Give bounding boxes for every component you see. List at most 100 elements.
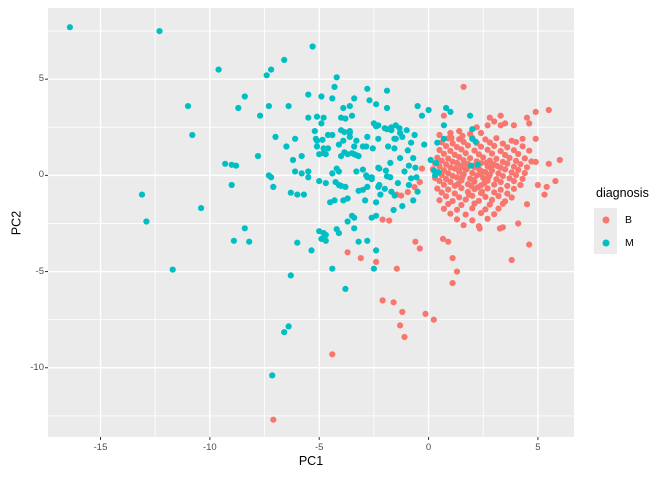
data-point-M — [351, 95, 358, 102]
data-point-M — [391, 145, 398, 152]
data-point-B — [480, 154, 487, 161]
data-point-M — [312, 135, 319, 142]
data-point-M — [257, 112, 264, 119]
data-point-B — [270, 416, 277, 423]
data-point-B — [510, 185, 517, 192]
data-point-B — [486, 139, 493, 146]
data-point-M — [351, 214, 358, 221]
data-point-B — [329, 351, 336, 358]
data-point-M — [228, 181, 235, 189]
data-point-B — [556, 156, 563, 164]
data-point-B — [453, 174, 461, 181]
data-point-B — [436, 131, 443, 139]
data-point-B — [499, 224, 506, 231]
data-point-B — [519, 175, 526, 182]
data-point-B — [491, 118, 498, 125]
data-point-M — [305, 168, 312, 175]
data-point-M — [341, 129, 348, 136]
x-tick-label: -5 — [314, 442, 324, 453]
data-point-M — [375, 135, 382, 142]
data-point-M — [329, 95, 336, 102]
legend-item-M: M — [594, 231, 649, 254]
data-point-B — [461, 160, 468, 167]
data-point-M — [329, 170, 336, 177]
data-point-M — [66, 24, 73, 31]
data-point-B — [443, 143, 450, 150]
data-point-M — [335, 141, 342, 148]
data-point-B — [517, 181, 524, 189]
data-point-B — [430, 316, 437, 323]
data-point-B — [515, 150, 522, 158]
data-point-M — [305, 91, 312, 98]
data-point-M — [283, 143, 290, 150]
y-tick-label: -10 — [30, 361, 44, 373]
data-point-M — [368, 174, 375, 181]
data-point-M — [332, 179, 339, 186]
data-point-M — [364, 183, 371, 190]
data-point-M — [390, 206, 397, 214]
data-point-B — [534, 181, 542, 189]
data-point-B — [519, 135, 526, 142]
data-point-M — [433, 159, 440, 166]
data-point-M — [377, 191, 384, 198]
data-point-B — [526, 241, 533, 248]
data-point-B — [451, 190, 458, 197]
data-point-M — [403, 127, 410, 134]
data-point-B — [506, 175, 513, 182]
data-point-B — [482, 136, 489, 143]
data-point-M — [408, 175, 415, 182]
data-point-B — [515, 166, 522, 174]
x-axis-title: PC1 — [298, 454, 324, 468]
data-point-B — [468, 182, 475, 189]
data-point-B — [445, 186, 452, 193]
data-point-M — [305, 114, 312, 121]
data-point-M — [287, 272, 294, 279]
data-point-B — [462, 196, 469, 203]
data-point-B — [465, 191, 473, 198]
data-point-B — [373, 258, 380, 265]
data-point-M — [411, 131, 418, 139]
data-point-B — [499, 140, 506, 147]
data-point-B — [440, 112, 447, 119]
data-point-B — [438, 157, 445, 164]
data-point-M — [364, 237, 371, 244]
data-point-B — [541, 191, 548, 198]
data-point-M — [298, 153, 305, 160]
data-point-B — [521, 170, 528, 177]
data-point-M — [382, 167, 389, 174]
data-point-B — [499, 173, 506, 180]
data-point-M — [364, 133, 371, 140]
data-point-M — [320, 150, 327, 157]
data-point-B — [434, 185, 441, 192]
data-point-M — [353, 137, 360, 144]
data-point-B — [449, 198, 456, 205]
data-point-M — [353, 152, 360, 159]
data-point-B — [443, 161, 450, 168]
x-tick-label: -15 — [93, 442, 108, 453]
data-point-B — [545, 160, 552, 167]
data-point-M — [434, 139, 441, 146]
data-point-B — [497, 148, 504, 155]
data-point-M — [362, 197, 369, 204]
data-point-M — [413, 174, 420, 181]
data-point-B — [399, 308, 406, 316]
data-point-B — [458, 146, 465, 153]
data-point-B — [512, 139, 520, 146]
data-point-B — [479, 188, 486, 195]
data-point-M — [322, 237, 329, 244]
data-point-M — [366, 97, 373, 104]
data-point-B — [434, 154, 441, 161]
data-point-B — [455, 180, 462, 188]
data-point-M — [285, 323, 292, 330]
data-point-B — [482, 206, 489, 213]
data-point-M — [387, 159, 394, 166]
data-point-B — [532, 158, 539, 165]
data-point-B — [488, 196, 496, 204]
data-point-B — [494, 163, 501, 170]
data-point-M — [432, 172, 439, 179]
data-point-M — [268, 174, 275, 181]
data-point-B — [357, 255, 364, 262]
data-point-M — [363, 143, 370, 150]
